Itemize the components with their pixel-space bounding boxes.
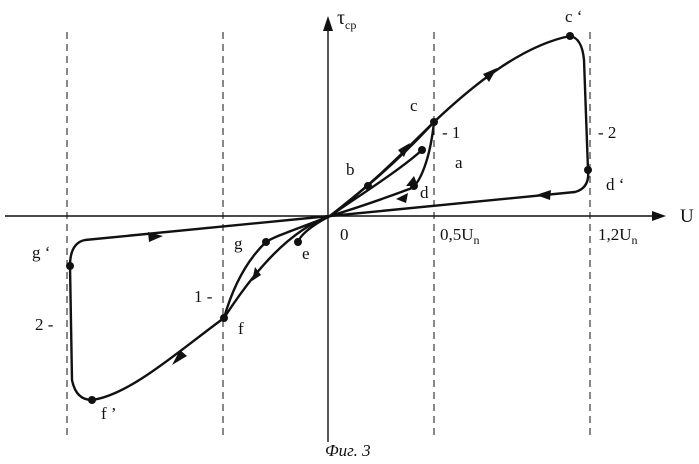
point-e bbox=[294, 238, 302, 246]
point-d bbox=[410, 182, 418, 190]
point-g bbox=[262, 238, 270, 246]
point-a bbox=[418, 146, 426, 154]
point-g-prime bbox=[66, 262, 74, 270]
label-b: b bbox=[346, 160, 355, 179]
label-a: a bbox=[455, 153, 463, 172]
inner-curve-1-left-upper bbox=[224, 216, 330, 318]
figure-caption: Фиг. 3 bbox=[325, 441, 371, 460]
label-e: e bbox=[302, 244, 310, 263]
point-c-prime bbox=[566, 32, 574, 40]
label-d: d bbox=[420, 183, 429, 202]
x-axis-arrow-icon bbox=[652, 211, 666, 221]
tick-label-1-2un: 1,2Un bbox=[598, 225, 638, 247]
point-c bbox=[430, 118, 438, 126]
label-c: c bbox=[410, 96, 418, 115]
arrow-icon-to-c-prime bbox=[483, 68, 497, 82]
label-g-prime: g ‘ bbox=[32, 243, 50, 262]
label-c-prime: c ‘ bbox=[565, 7, 582, 26]
label-g: g bbox=[234, 234, 243, 253]
curve-label-right-1: - 1 bbox=[442, 123, 460, 142]
origin-label: 0 bbox=[340, 225, 349, 244]
curve-label-left-1: 1 - bbox=[194, 287, 213, 306]
y-axis-arrow-icon bbox=[323, 16, 333, 31]
tick-label-0-5un: 0,5Un bbox=[440, 225, 480, 247]
label-f-prime: f ’ bbox=[101, 404, 117, 423]
arrow-icon-from-d-prime bbox=[536, 190, 551, 200]
outer-loop-left bbox=[70, 216, 330, 400]
curve-label-left-2: 2 - bbox=[35, 315, 54, 334]
label-d-prime: d ‘ bbox=[606, 175, 624, 194]
point-d-prime bbox=[584, 166, 592, 174]
point-f bbox=[220, 314, 228, 322]
label-f: f bbox=[238, 319, 244, 338]
x-axis-label: U bbox=[680, 206, 694, 227]
y-axis-label: τср bbox=[337, 7, 356, 32]
point-b bbox=[364, 182, 372, 190]
point-f-prime bbox=[88, 396, 96, 404]
arrow-icon-to-f-prime bbox=[172, 350, 187, 365]
curve-label-right-2: - 2 bbox=[598, 123, 616, 142]
inner-curve-1-right-mid bbox=[330, 150, 422, 216]
